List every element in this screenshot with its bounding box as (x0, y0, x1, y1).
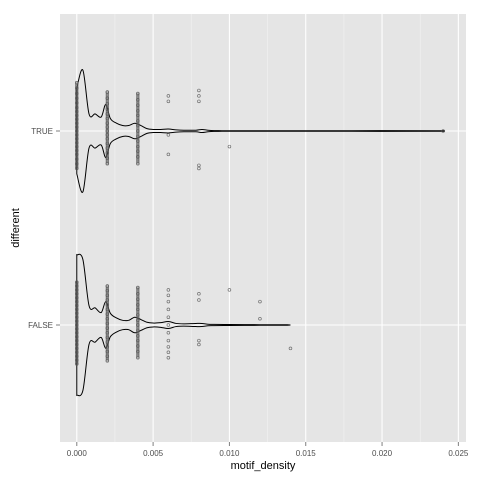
y-axis-ticks: FALSE TRUE (28, 127, 60, 330)
x-tick-label: 0.005 (143, 449, 164, 458)
data-point (105, 159, 109, 163)
data-point (258, 299, 262, 304)
data-point (136, 160, 140, 164)
data-point (166, 331, 171, 335)
data-point (136, 159, 140, 163)
data-point (166, 345, 171, 349)
data-point (136, 353, 140, 357)
plot-panel (60, 14, 466, 442)
y-tick-label: TRUE (31, 127, 53, 136)
data-point (197, 99, 201, 104)
data-point (166, 99, 171, 104)
data-point (166, 338, 171, 343)
data-point (136, 161, 140, 165)
data-point (75, 360, 79, 364)
data-point (166, 315, 171, 319)
data-point (105, 358, 109, 362)
data-point (75, 164, 79, 168)
data-point (197, 298, 201, 302)
data-point (105, 356, 109, 360)
data-point (105, 161, 109, 165)
x-tick-label: 0.020 (372, 449, 393, 458)
data-point (136, 354, 140, 358)
data-point (166, 307, 171, 312)
x-tick-label: 0.010 (219, 449, 240, 458)
data-point (258, 317, 262, 321)
data-point (75, 166, 79, 170)
data-point (166, 350, 171, 355)
violin-true (76, 69, 446, 193)
data-point (166, 323, 171, 327)
x-tick-label: 0.025 (448, 449, 469, 458)
data-points (75, 80, 445, 366)
data-point (197, 292, 201, 296)
y-tick-label: FALSE (28, 321, 53, 330)
data-point (75, 361, 79, 366)
data-point (75, 165, 79, 169)
data-point (227, 288, 232, 292)
data-point (166, 133, 171, 137)
data-point (197, 88, 201, 93)
data-point (197, 342, 201, 347)
data-point (166, 288, 171, 292)
x-tick-label: 0.015 (296, 449, 317, 458)
data-point (227, 144, 232, 149)
data-point (197, 94, 201, 98)
grid-lines (60, 14, 466, 442)
data-point (75, 360, 79, 365)
data-point (441, 129, 445, 133)
x-axis-ticks: 0.000 0.005 0.010 0.015 0.020 0.025 (67, 442, 469, 458)
data-point (166, 152, 171, 157)
violin-false (76, 253, 291, 397)
data-point (197, 163, 201, 168)
data-point (197, 338, 201, 343)
x-tick-label: 0.000 (67, 449, 88, 458)
data-point (136, 355, 140, 359)
data-point (166, 299, 171, 304)
data-point (288, 346, 293, 351)
x-axis-title: motif_density (231, 460, 296, 472)
data-point (166, 293, 171, 298)
data-point (166, 356, 171, 360)
y-axis-title: different (10, 208, 22, 248)
data-point (105, 357, 109, 361)
violins (76, 69, 446, 397)
data-point (105, 160, 109, 164)
data-point (166, 94, 171, 98)
